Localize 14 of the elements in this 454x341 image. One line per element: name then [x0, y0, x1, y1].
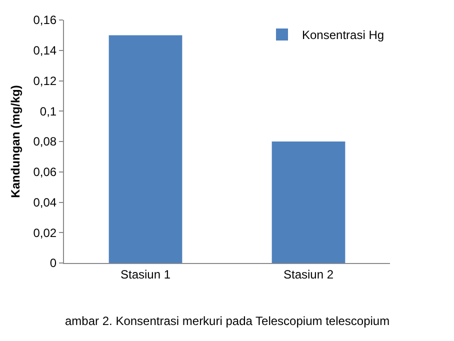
y-tick-label: 0,14: [33, 44, 57, 58]
y-tick-label: 0,04: [33, 195, 57, 210]
x-tick-label: Stasiun 2: [283, 267, 334, 282]
y-tick-label: 0,06: [33, 165, 57, 180]
y-tick-label: 0,16: [33, 13, 57, 28]
y-tick-label: 0,12: [33, 74, 57, 88]
text: ambar 2. Konsentrasi merkuri pada Telescopium telescopium: [65, 314, 390, 328]
legend-label: Konsentrasi Hg: [302, 28, 384, 42]
y-tick-label: 0,1: [40, 104, 57, 118]
x-tick-label: Stasiun 1: [120, 267, 171, 282]
y-axis-title: Kandungan (mg/kg): [8, 85, 23, 198]
y-tick-label: 0: [50, 256, 57, 270]
y-tick-label: 0,08: [33, 134, 57, 149]
y-tick-label: 0,02: [33, 226, 57, 240]
